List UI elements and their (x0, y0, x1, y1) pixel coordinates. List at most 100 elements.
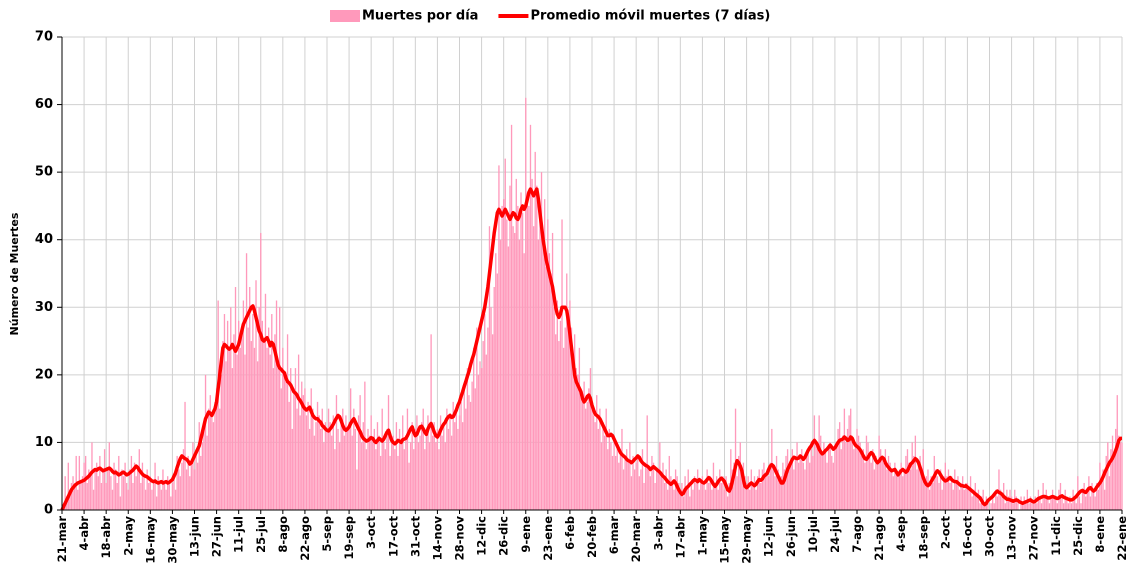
bar (312, 408, 314, 510)
bar (260, 232, 262, 510)
bar (290, 368, 292, 510)
bar (898, 469, 901, 510)
bar (834, 449, 836, 510)
bar (632, 455, 634, 510)
bar (573, 334, 576, 510)
bar (447, 428, 450, 510)
bar (685, 489, 688, 510)
bar (1111, 435, 1114, 510)
bar (354, 428, 357, 510)
bar (581, 395, 584, 510)
x-tick-label: 17-oct (386, 516, 400, 557)
bar (1097, 489, 1100, 510)
bar (1012, 503, 1014, 510)
bar (968, 489, 970, 510)
bar (359, 395, 361, 510)
bar (550, 273, 552, 510)
bar (108, 442, 110, 510)
bar (203, 428, 205, 510)
x-tick-label: 4-sep (894, 516, 908, 552)
bar (736, 476, 738, 510)
legend-swatch (330, 10, 360, 22)
bar (485, 354, 487, 510)
bar (864, 462, 866, 510)
bar (1062, 503, 1065, 510)
bar (349, 388, 352, 510)
bar (1021, 503, 1024, 510)
bar (947, 469, 950, 510)
bar (635, 462, 637, 510)
bar (693, 476, 696, 510)
bar (102, 469, 104, 510)
bar (690, 482, 693, 510)
bar (181, 462, 183, 510)
bar (659, 442, 661, 510)
bar (389, 455, 391, 510)
bar (479, 361, 481, 510)
bar (512, 226, 514, 510)
bar (794, 455, 797, 510)
bar (204, 374, 207, 510)
bar (722, 476, 724, 510)
bar (991, 496, 994, 510)
bar (711, 489, 713, 510)
bar (719, 469, 721, 510)
bar (641, 449, 644, 510)
bar (424, 449, 426, 510)
bar (591, 401, 593, 510)
bar (695, 482, 697, 510)
bar (266, 347, 268, 510)
bar (1034, 496, 1036, 510)
bar (597, 428, 599, 510)
bar (728, 482, 730, 510)
bar (850, 408, 852, 510)
y-axis-title: Número de Muertes (8, 212, 21, 335)
bar (797, 462, 800, 510)
bar (122, 476, 125, 510)
x-tick-label: 26-dic (497, 516, 511, 556)
bar (471, 381, 473, 510)
bar (1074, 496, 1076, 510)
bar (835, 442, 838, 510)
bar (596, 395, 598, 510)
bar (165, 489, 167, 510)
bar (408, 462, 410, 510)
bar (435, 442, 437, 510)
bar (790, 462, 792, 510)
bar (1075, 503, 1077, 510)
bar (367, 428, 369, 510)
bar (272, 368, 275, 510)
bar (163, 482, 166, 510)
bar (529, 124, 532, 510)
bar (531, 178, 533, 510)
bar (840, 449, 842, 510)
bar (86, 482, 88, 510)
bar (252, 314, 254, 510)
bar (432, 435, 434, 510)
bar (1107, 442, 1109, 510)
bar (949, 482, 951, 510)
bar (739, 442, 741, 510)
bar (264, 293, 267, 510)
bar (638, 476, 640, 510)
bar (190, 462, 193, 510)
bar (895, 469, 898, 510)
bar (731, 469, 734, 510)
bar (96, 462, 98, 510)
bar (228, 347, 230, 510)
bar (679, 489, 681, 510)
bar (564, 327, 566, 510)
bar (854, 442, 857, 510)
bar (558, 341, 560, 510)
bar (64, 476, 66, 510)
bar (365, 449, 368, 510)
bar (249, 287, 251, 510)
bar (608, 428, 611, 510)
bar (155, 496, 158, 510)
bar (812, 455, 814, 510)
bar (323, 442, 325, 510)
bar (796, 442, 798, 510)
bar (599, 408, 601, 510)
x-tick-label: 13-nov (1005, 516, 1019, 561)
bar (629, 442, 631, 510)
